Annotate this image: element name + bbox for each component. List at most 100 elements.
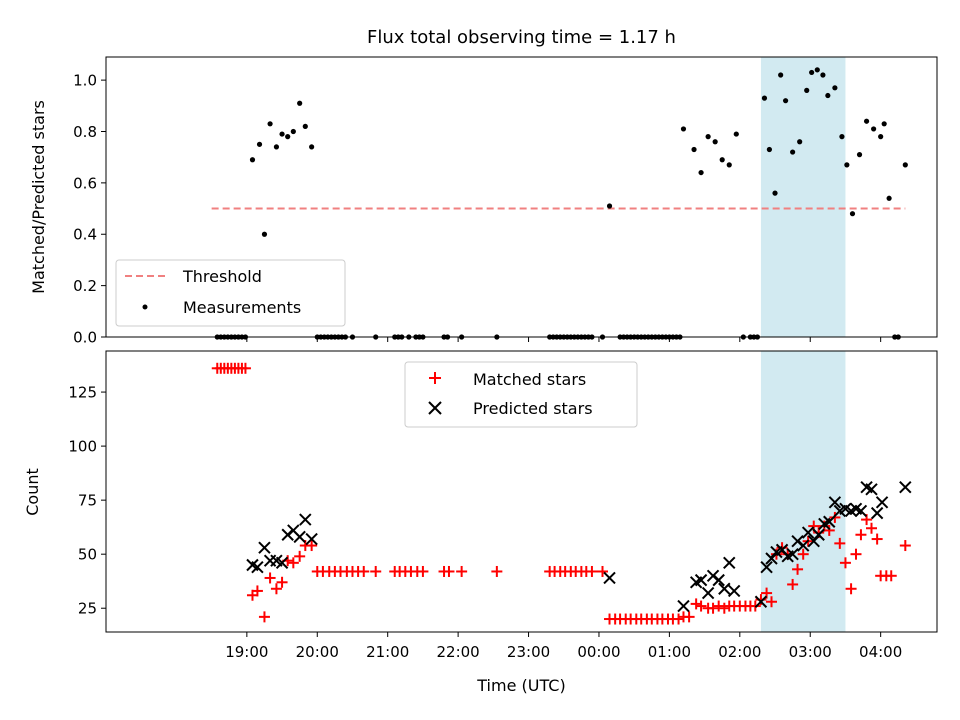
measurement-point [285, 134, 291, 140]
matched-star-point [586, 565, 598, 577]
measurement-point [712, 139, 718, 145]
matched-star-point [718, 602, 730, 614]
measurement-point [297, 100, 303, 106]
measurement-point [886, 195, 892, 201]
predicted-star-point [760, 560, 773, 574]
matched-star-point [845, 583, 857, 595]
measurement-point [309, 144, 315, 150]
predicted-star-point [754, 595, 768, 608]
measurement-point [863, 118, 870, 124]
predicted-star-point [718, 582, 731, 595]
predicted-star-stroke [775, 543, 789, 557]
matched-star-point [787, 578, 799, 590]
x-tick-label: 04:00 [859, 643, 902, 661]
measurement-point [832, 85, 838, 91]
bottom-axes-frame [105, 350, 938, 633]
predicted-star-stroke [305, 532, 318, 546]
predicted-star-stroke [718, 582, 731, 595]
predicted-star-point [899, 480, 912, 494]
predicted-star-stroke [246, 558, 259, 572]
matched-star-point [899, 540, 911, 552]
matched-star-point [294, 550, 306, 562]
predicted-star-stroke [723, 556, 736, 570]
bottom-legend: Matched stars Predicted stars [404, 361, 638, 428]
predicted-star-point [812, 528, 825, 541]
predicted-star-stroke [849, 502, 863, 515]
predicted-star-point [823, 515, 836, 528]
measurement-point [279, 131, 285, 137]
bottom-y-tick-label: 100 [68, 438, 97, 456]
predicted-star-stroke [251, 560, 264, 574]
measurement-point [797, 139, 803, 145]
measurement-point [782, 98, 789, 104]
predicted-star-stroke [275, 556, 289, 570]
measurement-point [705, 134, 711, 140]
predicted-star-stroke [258, 541, 271, 554]
measurement-point [825, 92, 831, 99]
predicted-star-stroke [270, 554, 283, 567]
measurement-point [849, 211, 856, 217]
measurement-point [726, 162, 732, 168]
predicted-star-stroke [796, 539, 810, 552]
matched-star-point [839, 557, 851, 569]
x-tick-label: 00:00 [577, 643, 620, 661]
predicted-star-stroke [293, 530, 306, 544]
measurement-point [761, 95, 768, 101]
legend-matched-label: Matched stars [473, 370, 586, 389]
predicted-star-stroke [299, 513, 312, 526]
chart-title: Flux total observing time = 1.17 h [367, 27, 676, 48]
predicted-star-stroke [786, 547, 799, 561]
measurement-point [871, 126, 877, 132]
predicted-star-stroke [875, 496, 889, 509]
legend-predicted-swatch [428, 401, 442, 415]
matched-star-point [823, 524, 835, 536]
matched-star-point [264, 572, 276, 584]
x-tick-label: 02:00 [718, 643, 761, 661]
x-tick-label: 22:00 [437, 643, 480, 661]
matched-star-point [358, 565, 370, 577]
predicted-star-point [796, 539, 810, 552]
top-y-axis-label: Matched/Predicted stars [29, 100, 48, 294]
predicted-star-point [875, 496, 889, 509]
predicted-star-stroke [287, 524, 300, 537]
measurement-point [820, 72, 826, 78]
predicted-star-point [603, 571, 616, 585]
predicted-star-point [828, 496, 842, 509]
measurement-point [680, 126, 687, 132]
measurement-point [804, 87, 810, 93]
bottom-y-tick-label: 125 [68, 384, 97, 402]
predicted-star-point [701, 586, 715, 600]
measurement-point [249, 157, 256, 163]
matched-star-point [306, 540, 318, 552]
top-y-tick-label: 0.8 [73, 123, 97, 141]
predicted-star-stroke [765, 552, 778, 565]
matched-star-point [766, 596, 778, 608]
matched-star-point [871, 533, 883, 545]
bottom-shaded-region [760, 351, 846, 632]
measurement-point [878, 134, 884, 140]
top-panel: 0.0 0.2 0.4 0.6 0.8 1.0 Matched/Predicted sta… [29, 56, 938, 347]
measurement-point [772, 190, 778, 196]
predicted-star-stroke [828, 496, 842, 509]
predicted-star-point [712, 573, 725, 587]
x-tick-label: 21:00 [366, 643, 409, 661]
matched-star-point [443, 565, 455, 577]
matched-star-point [370, 565, 382, 577]
x-tick-label: 01:00 [648, 643, 691, 661]
matched-star-point [707, 602, 719, 614]
matched-star-point [690, 598, 702, 610]
top-y-tick-label: 0.0 [73, 329, 97, 347]
bottom-y-tick-label: 75 [78, 492, 97, 510]
matched-star-point [239, 362, 251, 374]
matched-star-point [855, 529, 867, 541]
predicted-star-stroke [854, 504, 868, 518]
bottom-legend-box [404, 361, 638, 428]
predicted-star-point [786, 547, 799, 561]
matched-star-point [596, 565, 608, 577]
predicted-star-stroke [754, 595, 768, 608]
matched-star-point [673, 613, 685, 625]
top-legend: Threshold Measurements [115, 259, 346, 327]
matched-star-point [797, 548, 809, 560]
matched-star-point [850, 548, 862, 560]
